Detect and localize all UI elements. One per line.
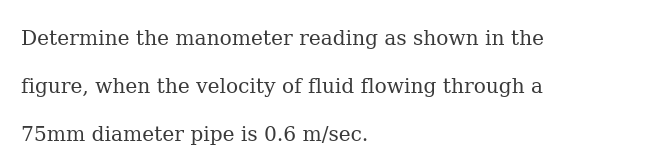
Text: Determine the manometer reading as shown in the: Determine the manometer reading as shown…	[21, 30, 544, 49]
Text: 75mm diameter pipe is 0.6 m/sec.: 75mm diameter pipe is 0.6 m/sec.	[21, 126, 368, 145]
Text: figure, when the velocity of fluid flowing through a: figure, when the velocity of fluid flowi…	[21, 78, 543, 97]
